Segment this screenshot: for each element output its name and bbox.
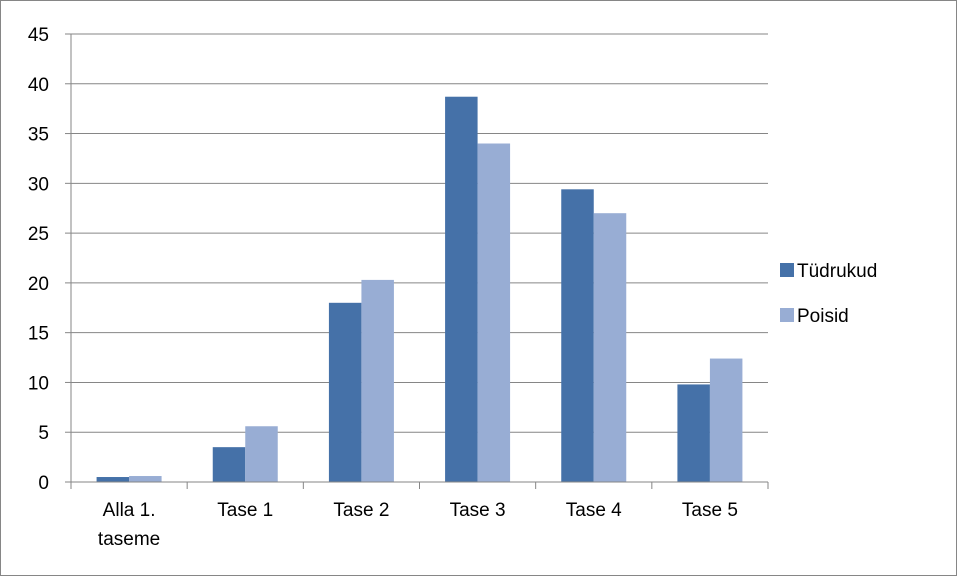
- bars: [96, 96, 743, 482]
- x-tick-label: Tase 2: [333, 500, 389, 521]
- bar-poisid: [593, 213, 627, 482]
- x-tick-label: Alla 1. taseme: [98, 500, 160, 550]
- legend-swatch: [780, 308, 794, 322]
- x-tick-label-line: Tase 5: [682, 500, 738, 521]
- x-tick-labels: Alla 1. taseme Tase 1 Tase 2 Tase 3 Tase 4 Tas…: [98, 500, 738, 550]
- bar-poisid: [477, 143, 511, 482]
- x-tick-label-line: Tase 1: [217, 500, 273, 521]
- y-tick-label: 20: [28, 274, 49, 295]
- bar-tudrukud: [445, 96, 478, 482]
- gridlines: [71, 33, 768, 433]
- x-tick-label: Tase 1: [217, 500, 273, 521]
- axes: [65, 33, 769, 489]
- y-tick-label: 35: [28, 125, 49, 146]
- y-tick-label: 0: [38, 473, 49, 494]
- y-tick-labels: 0 5 10 15 20 25 30 35 40 45: [28, 25, 49, 494]
- y-tick-label: 30: [28, 174, 49, 195]
- bar-tudrukud: [212, 447, 246, 482]
- y-tick-label: 40: [28, 75, 49, 96]
- bar-poisid: [245, 426, 278, 482]
- bar-tudrukud: [96, 477, 130, 482]
- y-tick-label: 15: [28, 324, 49, 345]
- x-tick-label: Tase 5: [682, 500, 738, 521]
- y-tick-label: 10: [28, 373, 49, 394]
- x-tick-label-line: Tase 4: [566, 500, 622, 521]
- legend-entry: Tüdrukud: [780, 261, 877, 282]
- legend-label: Tüdrukud: [797, 261, 877, 282]
- x-tick-label: Tase 3: [450, 500, 506, 521]
- y-tick-label: 45: [28, 25, 49, 46]
- legend-entry: Poisid: [780, 306, 849, 327]
- bar-tudrukud: [561, 189, 594, 482]
- legend: Tüdrukud Poisid: [780, 261, 877, 327]
- bar-poisid: [129, 476, 162, 482]
- y-tick-label: 5: [38, 423, 49, 444]
- bar-tudrukud: [677, 384, 710, 482]
- x-tick-label-line: Alla 1.: [103, 500, 156, 521]
- y-tick-label: 25: [28, 224, 49, 245]
- bar-poisid: [361, 279, 394, 482]
- bar-tudrukud: [328, 302, 362, 482]
- bar-poisid: [709, 358, 743, 482]
- legend-label: Poisid: [797, 306, 849, 327]
- x-tick-label-line: Tase 2: [333, 500, 389, 521]
- x-tick-label: Tase 4: [566, 500, 622, 521]
- x-tick-label-line: taseme: [98, 529, 160, 550]
- x-tick-label-line: Tase 3: [450, 500, 506, 521]
- legend-swatch: [780, 263, 794, 277]
